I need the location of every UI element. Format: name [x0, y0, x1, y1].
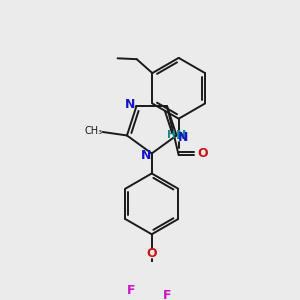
Text: N: N: [176, 129, 187, 142]
Text: N: N: [141, 149, 152, 162]
Text: H: H: [167, 130, 176, 140]
Text: O: O: [146, 247, 157, 260]
Text: F: F: [127, 284, 135, 297]
Text: F: F: [163, 290, 172, 300]
Text: N: N: [125, 98, 136, 111]
Text: CH₃: CH₃: [85, 126, 103, 136]
Text: N: N: [177, 131, 188, 144]
Text: O: O: [198, 147, 208, 160]
